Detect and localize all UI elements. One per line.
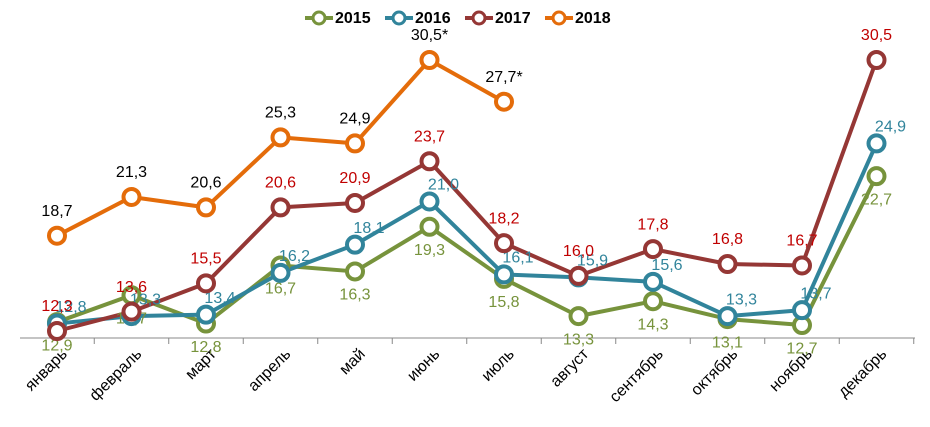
data-label: 20,6: [265, 175, 296, 192]
x-tick-label: апрель: [245, 346, 294, 395]
data-label: 22,7: [861, 191, 892, 208]
x-tick-label: май: [336, 346, 368, 378]
legend-marker: [551, 10, 567, 26]
data-label: 12,8: [190, 339, 221, 356]
data-label: 25,3: [265, 105, 296, 122]
data-point: [568, 265, 589, 286]
data-label: 16,8: [712, 231, 743, 248]
data-point: [270, 197, 291, 218]
data-point: [196, 273, 216, 294]
data-point: [196, 197, 216, 218]
data-label: 21,0: [428, 177, 459, 194]
data-label: 15,6: [651, 257, 682, 274]
data-point: [717, 253, 738, 274]
data-label: 15,8: [488, 294, 519, 311]
legend-label: 2018: [575, 10, 611, 27]
data-point: [866, 50, 887, 70]
legend-label: 2017: [495, 10, 531, 27]
x-tick-label: октябрь: [688, 346, 741, 399]
data-label: 24,9: [339, 111, 370, 128]
data-label: 13,1: [712, 334, 743, 351]
data-point: [270, 262, 291, 283]
legend-label: 2015: [335, 10, 371, 27]
data-point: [717, 306, 738, 327]
data-label: 19,3: [414, 242, 445, 259]
data-point: [643, 291, 663, 312]
data-label: 13,7: [800, 285, 831, 302]
data-label: 17,8: [637, 216, 668, 233]
data-point: [419, 50, 440, 70]
data-point: [568, 306, 589, 327]
data-label: 16,0: [563, 243, 594, 260]
data-label: 18,2: [488, 210, 519, 227]
data-label: 16,7: [786, 233, 817, 250]
series-line: [56, 142, 879, 326]
data-label: 13,3: [726, 291, 757, 308]
data-label: 23,7: [414, 128, 445, 145]
data-label: 12,7: [786, 340, 817, 357]
series-line: [56, 175, 879, 328]
data-label: 20,9: [339, 170, 370, 187]
data-label: 24,9: [875, 119, 906, 136]
data-label: 16,3: [339, 287, 370, 304]
data-point: [494, 233, 514, 254]
legend-label: 2016: [415, 10, 451, 27]
data-point: [270, 127, 291, 148]
data-point: [345, 234, 365, 255]
legend-marker: [311, 10, 327, 26]
x-tick-label: июнь: [404, 346, 443, 385]
data-label: 20,6: [190, 175, 221, 192]
data-label: 18,1: [353, 220, 384, 237]
data-point: [47, 321, 67, 341]
data-point: [866, 166, 887, 187]
data-point: [419, 191, 440, 212]
legend-marker: [471, 10, 487, 26]
series-line: [56, 59, 879, 333]
data-point: [866, 133, 887, 154]
data-label: 30,5*: [411, 27, 448, 44]
x-tick-label: декабрь: [835, 346, 890, 401]
legend-marker: [391, 10, 407, 26]
data-point: [345, 133, 365, 154]
data-label: 30,5: [861, 27, 892, 44]
data-point: [345, 261, 365, 282]
data-point: [345, 192, 365, 213]
data-label: 13,3: [563, 331, 594, 348]
data-label: 18,7: [41, 203, 72, 220]
data-label: 21,3: [116, 164, 147, 181]
x-tick-label: сентябрь: [607, 346, 667, 406]
data-label: 14,3: [637, 316, 668, 333]
data-point: [196, 304, 216, 325]
x-tick-label: июль: [479, 346, 518, 385]
data-label: 27,7*: [485, 69, 522, 86]
data-point: [494, 264, 514, 285]
x-tick-label: август: [547, 345, 592, 390]
data-point: [121, 186, 142, 207]
data-point: [643, 271, 663, 292]
data-label: 16,7: [265, 281, 296, 298]
data-label: 13,4: [204, 290, 235, 307]
data-point: [121, 301, 142, 322]
data-point: [419, 216, 440, 237]
data-label: 16,2: [279, 248, 310, 265]
data-point: [643, 239, 663, 260]
data-point: [792, 300, 812, 321]
data-label: 15,5: [190, 251, 221, 268]
data-label: 13,6: [116, 279, 147, 296]
data-point: [419, 151, 440, 172]
data-label: 12,9: [41, 337, 72, 354]
data-label: 16,1: [502, 250, 533, 267]
data-label: 12,3: [41, 298, 72, 315]
data-point: [792, 255, 812, 276]
x-tick-label: февраль: [87, 346, 146, 405]
data-point: [494, 91, 514, 112]
data-label: 15,9: [577, 253, 608, 270]
data-point: [47, 225, 67, 246]
data-label: 12,8: [55, 299, 86, 316]
